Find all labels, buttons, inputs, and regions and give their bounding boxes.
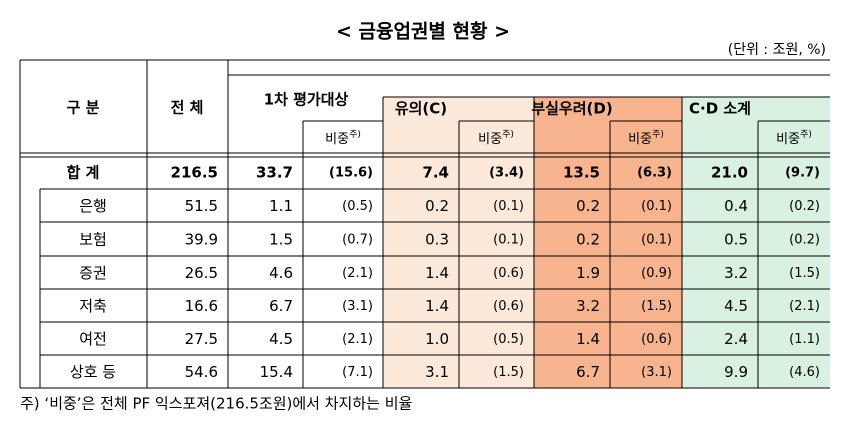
- value-cell: 9.9: [724, 363, 748, 381]
- share-cell: (3.4): [489, 166, 524, 181]
- value-cell: 0.2: [576, 197, 600, 215]
- value-cell: 3.2: [576, 297, 600, 315]
- value-cell: 1.5: [269, 231, 293, 249]
- share-cell: (7.1): [342, 365, 373, 380]
- value-cell: 4.5: [269, 330, 293, 348]
- share-note: 주): [502, 129, 514, 140]
- value-cell: 7.4: [422, 164, 449, 182]
- share-header: 비중주): [325, 129, 361, 147]
- share-cell: (0.1): [493, 199, 524, 214]
- header-cell: C·D 소계: [689, 100, 751, 118]
- footnote: 주) ‘비중’은 전체 PF 익스포져(216.5조원)에서 차지하는 비율: [20, 395, 412, 413]
- share-cell: (0.5): [342, 199, 373, 214]
- value-cell: 27.5: [185, 330, 218, 348]
- row-label: 여전: [79, 330, 107, 348]
- share-cell: (0.1): [641, 199, 672, 214]
- share-cell: (0.5): [493, 332, 524, 347]
- value-cell: 0.2: [425, 197, 449, 215]
- row-label: 상호 등: [70, 363, 116, 381]
- share-cell: (1.5): [789, 266, 820, 281]
- value-cell: 0.4: [724, 197, 748, 215]
- value-cell: 4.6: [269, 264, 293, 282]
- share-note: 주): [652, 129, 664, 140]
- row-label: 증권: [79, 264, 107, 282]
- value-cell: 13.5: [563, 164, 600, 182]
- column-shade: [534, 97, 682, 388]
- value-cell: 0.3: [425, 231, 449, 249]
- share-cell: (3.1): [641, 365, 672, 380]
- share-header: 비중주): [628, 129, 664, 147]
- share-cell: (6.3): [637, 166, 672, 181]
- unit: (단위 : 조원, %): [728, 42, 826, 58]
- value-cell: 1.4: [576, 330, 600, 348]
- value-cell: 39.9: [185, 231, 218, 249]
- row-label: 저축: [79, 297, 107, 315]
- value-cell: 16.6: [185, 297, 218, 315]
- share-cell: (0.6): [493, 299, 524, 314]
- share-cell: (1.5): [641, 299, 672, 314]
- value-cell: 0.2: [576, 231, 600, 249]
- row-label: 은행: [79, 197, 107, 215]
- share-cell: (0.9): [641, 266, 672, 281]
- share-cell: (0.2): [789, 199, 820, 214]
- share-cell: (0.1): [641, 233, 672, 248]
- share-cell: (1.5): [493, 365, 524, 380]
- share-cell: (2.1): [789, 299, 820, 314]
- value-cell: 15.4: [260, 363, 293, 381]
- row-label: 합 계: [67, 164, 100, 182]
- value-cell: 1.0: [425, 330, 449, 348]
- header-cell: 구 분: [67, 99, 100, 117]
- header-cell: 유의(C): [395, 100, 447, 118]
- value-cell: 3.2: [724, 264, 748, 282]
- value-cell: 33.7: [256, 164, 293, 182]
- value-cell: 2.4: [724, 330, 748, 348]
- share-cell: (0.7): [342, 233, 373, 248]
- share-label: 비중: [478, 132, 502, 147]
- share-cell: (9.7): [785, 166, 820, 181]
- share-label: 비중: [325, 132, 349, 147]
- title: < 금융업권별 현황 >: [336, 20, 510, 43]
- value-cell: 26.5: [185, 264, 218, 282]
- value-cell: 1.4: [425, 264, 449, 282]
- share-cell: (0.6): [493, 266, 524, 281]
- column-shade: [682, 97, 830, 388]
- share-cell: (15.6): [329, 166, 373, 181]
- value-cell: 0.5: [724, 231, 748, 249]
- header-cell: 전 체: [171, 99, 204, 117]
- share-header: 비중주): [776, 129, 812, 147]
- share-note: 주): [349, 129, 361, 140]
- share-cell: (0.6): [641, 332, 672, 347]
- value-cell: 216.5: [171, 164, 218, 182]
- value-cell: 51.5: [185, 197, 218, 215]
- row-label: 보험: [79, 231, 107, 249]
- share-header: 비중주): [478, 129, 514, 147]
- value-cell: 1.9: [576, 264, 600, 282]
- value-cell: 21.0: [711, 164, 748, 182]
- share-label: 비중: [628, 132, 652, 147]
- value-cell: 3.1: [425, 363, 449, 381]
- share-cell: (1.1): [789, 332, 820, 347]
- header-cell: 1차 평가대상: [264, 91, 349, 109]
- share-cell: (2.1): [342, 332, 373, 347]
- value-cell: 6.7: [269, 297, 293, 315]
- value-cell: 54.6: [185, 363, 218, 381]
- header-cell: 부실우려(D): [531, 100, 612, 118]
- share-cell: (0.1): [493, 233, 524, 248]
- share-cell: (4.6): [789, 365, 820, 380]
- share-note: 주): [800, 129, 812, 140]
- value-cell: 4.5: [724, 297, 748, 315]
- share-cell: (3.1): [342, 299, 373, 314]
- share-cell: (0.2): [789, 233, 820, 248]
- value-cell: 1.4: [425, 297, 449, 315]
- value-cell: 6.7: [576, 363, 600, 381]
- value-cell: 1.1: [269, 197, 293, 215]
- share-label: 비중: [776, 132, 800, 147]
- share-cell: (2.1): [342, 266, 373, 281]
